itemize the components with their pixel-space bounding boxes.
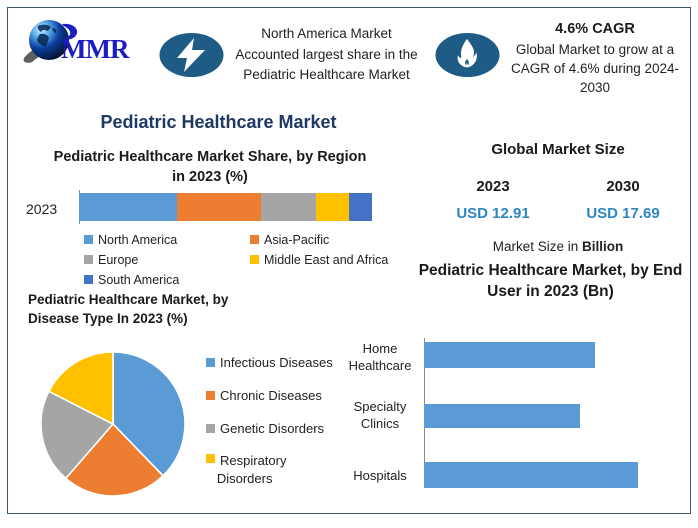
svg-text:MMR: MMR — [61, 34, 130, 64]
